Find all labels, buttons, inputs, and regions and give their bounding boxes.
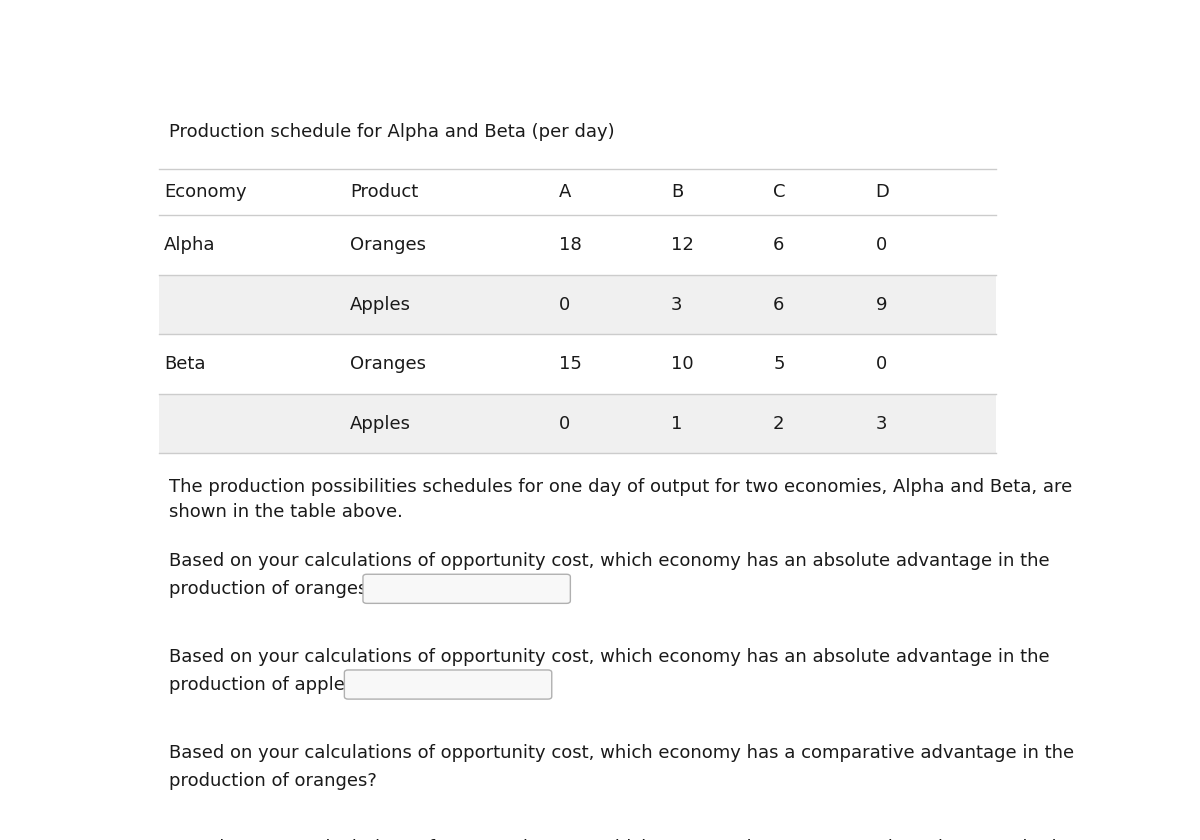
Text: production of oranges?: production of oranges?: [168, 771, 377, 790]
Bar: [160, 215, 996, 275]
Text: Based on your calculations of opportunity cost, which economy has an absolute ad: Based on your calculations of opportunit…: [168, 648, 1049, 666]
Text: Apples: Apples: [350, 296, 410, 313]
Text: Based on your calculations of opportunity cost, which economy has an absolute ad: Based on your calculations of opportunit…: [168, 552, 1049, 570]
Text: 5: 5: [773, 355, 785, 373]
Text: A: A: [559, 183, 571, 201]
Text: C: C: [773, 183, 786, 201]
Text: production of oranges?: production of oranges?: [168, 580, 377, 598]
Text: 6: 6: [773, 236, 785, 254]
Text: 9: 9: [876, 296, 887, 313]
Text: 2: 2: [773, 415, 785, 433]
Text: 0: 0: [876, 355, 887, 373]
FancyBboxPatch shape: [362, 766, 570, 795]
Text: 0: 0: [876, 236, 887, 254]
Text: 1: 1: [671, 415, 682, 433]
Bar: [160, 275, 996, 334]
Text: The production possibilities schedules for one day of output for two economies, : The production possibilities schedules f…: [168, 478, 1072, 521]
Text: 0: 0: [559, 296, 570, 313]
FancyBboxPatch shape: [362, 575, 570, 603]
Text: Economy: Economy: [164, 183, 246, 201]
Text: production of apples?: production of apples?: [168, 676, 364, 694]
Text: 6: 6: [773, 296, 785, 313]
Text: Product: Product: [350, 183, 419, 201]
Text: 15: 15: [559, 355, 582, 373]
Text: Beta: Beta: [164, 355, 205, 373]
Bar: [160, 334, 996, 394]
Text: Production schedule for Alpha and Beta (per day): Production schedule for Alpha and Beta (…: [168, 123, 614, 141]
Text: 18: 18: [559, 236, 582, 254]
Bar: [160, 394, 996, 454]
Text: Apples: Apples: [350, 415, 410, 433]
Text: 0: 0: [559, 415, 570, 433]
Text: Oranges: Oranges: [350, 355, 426, 373]
Text: 3: 3: [876, 415, 887, 433]
FancyBboxPatch shape: [344, 670, 552, 699]
Text: D: D: [876, 183, 889, 201]
Text: 3: 3: [671, 296, 683, 313]
Text: B: B: [671, 183, 683, 201]
Text: 12: 12: [671, 236, 694, 254]
Text: Oranges: Oranges: [350, 236, 426, 254]
Text: Based on your calculations of opportunity cost, which economy has a comparative : Based on your calculations of opportunit…: [168, 743, 1074, 762]
Text: 10: 10: [671, 355, 694, 373]
Text: Alpha: Alpha: [164, 236, 216, 254]
